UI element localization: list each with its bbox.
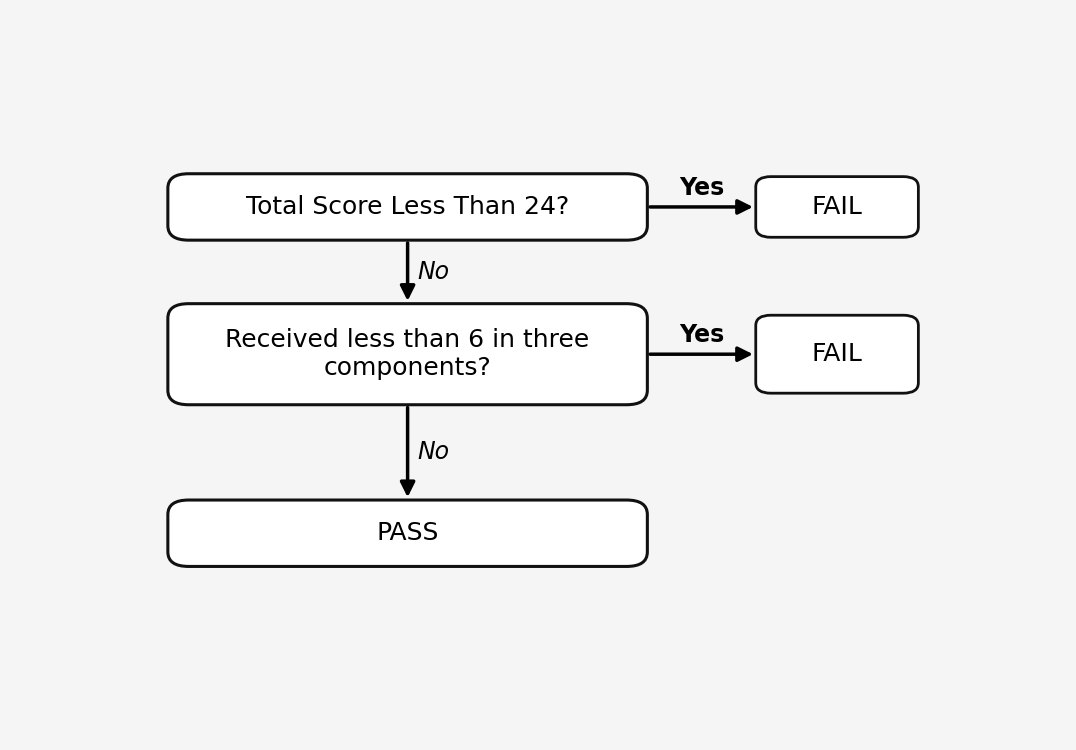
Text: Received less than 6 in three
components?: Received less than 6 in three components… — [226, 328, 590, 380]
Text: FAIL: FAIL — [811, 342, 863, 366]
Text: FAIL: FAIL — [811, 195, 863, 219]
Text: Yes: Yes — [679, 323, 724, 347]
Text: Yes: Yes — [679, 176, 724, 200]
Text: No: No — [417, 260, 450, 284]
FancyBboxPatch shape — [168, 500, 648, 566]
FancyBboxPatch shape — [755, 315, 918, 393]
FancyBboxPatch shape — [168, 304, 648, 405]
FancyBboxPatch shape — [755, 177, 918, 237]
Text: Total Score Less Than 24?: Total Score Less Than 24? — [246, 195, 569, 219]
FancyBboxPatch shape — [168, 174, 648, 240]
Text: PASS: PASS — [377, 521, 439, 545]
Text: No: No — [417, 440, 450, 464]
